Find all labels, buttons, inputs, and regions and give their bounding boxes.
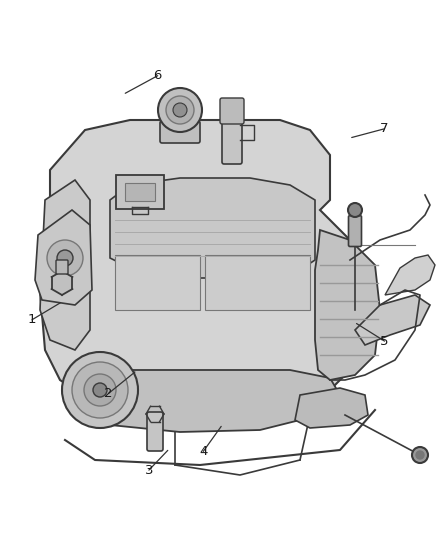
FancyBboxPatch shape xyxy=(220,98,244,124)
Circle shape xyxy=(57,250,73,266)
Circle shape xyxy=(158,88,202,132)
Circle shape xyxy=(416,451,424,459)
FancyBboxPatch shape xyxy=(125,183,155,201)
PathPatch shape xyxy=(205,255,310,310)
Circle shape xyxy=(166,96,194,124)
PathPatch shape xyxy=(115,255,200,310)
PathPatch shape xyxy=(385,255,435,295)
PathPatch shape xyxy=(72,370,340,432)
PathPatch shape xyxy=(40,120,365,420)
Circle shape xyxy=(62,352,138,428)
Text: 1: 1 xyxy=(28,313,36,326)
PathPatch shape xyxy=(35,210,92,305)
Text: 4: 4 xyxy=(199,445,208,458)
FancyBboxPatch shape xyxy=(147,412,163,451)
Text: 6: 6 xyxy=(153,69,162,82)
Circle shape xyxy=(173,103,187,117)
Text: 7: 7 xyxy=(379,123,388,135)
Polygon shape xyxy=(52,271,72,295)
PathPatch shape xyxy=(110,178,315,278)
Circle shape xyxy=(348,203,362,217)
Circle shape xyxy=(412,447,428,463)
PathPatch shape xyxy=(355,295,430,345)
PathPatch shape xyxy=(315,230,380,380)
Circle shape xyxy=(93,383,107,397)
PathPatch shape xyxy=(295,388,368,428)
Circle shape xyxy=(84,374,116,406)
PathPatch shape xyxy=(40,180,90,350)
FancyBboxPatch shape xyxy=(56,260,68,274)
FancyBboxPatch shape xyxy=(222,118,242,164)
Circle shape xyxy=(72,362,128,418)
FancyBboxPatch shape xyxy=(116,175,164,209)
Text: 5: 5 xyxy=(380,335,389,348)
FancyBboxPatch shape xyxy=(349,215,361,246)
FancyBboxPatch shape xyxy=(160,121,200,143)
Circle shape xyxy=(47,240,83,276)
Text: 3: 3 xyxy=(145,464,153,477)
Text: 2: 2 xyxy=(104,387,113,400)
